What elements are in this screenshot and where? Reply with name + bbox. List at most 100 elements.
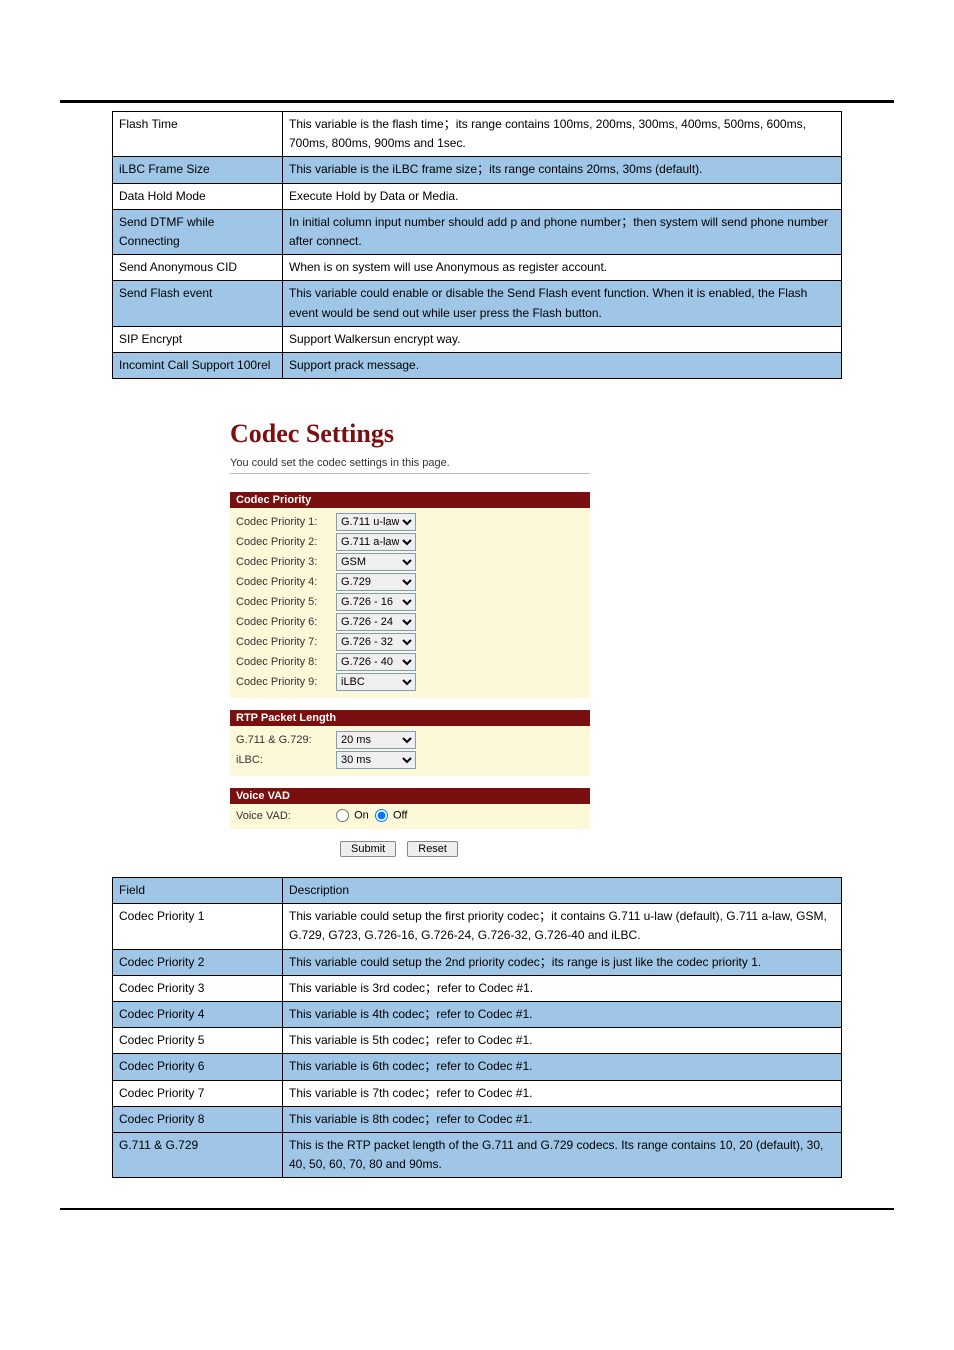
table-cell-label: Codec Priority 7 [113, 1080, 283, 1106]
table-cell-desc: This variable could setup the 2nd priori… [283, 949, 842, 975]
table-cell-label: Flash Time [113, 112, 283, 157]
top-rule [60, 100, 894, 103]
table-cell-label: Codec Priority 6 [113, 1054, 283, 1080]
rtp-row: G.711 & G.729:20 ms [236, 730, 584, 750]
table-row: Codec Priority 7This variable is 7th cod… [113, 1080, 842, 1106]
codec-priority-row: Codec Priority 5:G.726 - 16 [236, 592, 584, 612]
table-row: Data Hold ModeExecute Hold by Data or Me… [113, 183, 842, 209]
table-cell-desc: This is the RTP packet length of the G.7… [283, 1132, 842, 1177]
table-row: iLBC Frame SizeThis variable is the iLBC… [113, 157, 842, 183]
codec-priority-row: Codec Priority 6:G.726 - 24 [236, 612, 584, 632]
codec-priority-label: Codec Priority 7: [236, 636, 336, 648]
codec-settings-heading: Codec Settings [230, 419, 894, 449]
codec-priority-label: Codec Priority 4: [236, 576, 336, 588]
table-row: Codec Priority 8This variable is 8th cod… [113, 1106, 842, 1132]
codec-priority-label: Codec Priority 3: [236, 556, 336, 568]
table-cell-desc: This variable is the iLBC frame size；its… [283, 157, 842, 183]
codec-priority-panel: Codec Priority Codec Priority 1:G.711 u-… [230, 492, 590, 698]
footer-rule [60, 1208, 894, 1210]
codec-priority-label: Codec Priority 2: [236, 536, 336, 548]
codec-priority-select[interactable]: G.726 - 16 [336, 593, 416, 611]
table-row: Send DTMF while ConnectingIn initial col… [113, 209, 842, 254]
reset-button[interactable]: Reset [407, 841, 458, 857]
table-cell-desc: This variable is the flash time；its rang… [283, 112, 842, 157]
table-cell-label: Codec Priority 4 [113, 1002, 283, 1028]
codec-priority-label: Codec Priority 1: [236, 516, 336, 528]
vad-off-option[interactable]: Off [375, 809, 408, 822]
table-header-cell: Field [113, 878, 283, 904]
table-row: Flash TimeThis variable is the flash tim… [113, 112, 842, 157]
rtp-panel: RTP Packet Length G.711 & G.729:20 msiLB… [230, 710, 590, 776]
rtp-header: RTP Packet Length [230, 710, 590, 726]
codec-priority-label: Codec Priority 6: [236, 616, 336, 628]
table-cell-desc: This variable is 5th codec；refer to Code… [283, 1028, 842, 1054]
table-cell-label: Send Flash event [113, 281, 283, 326]
vad-header: Voice VAD [230, 788, 590, 804]
codec-priority-select[interactable]: iLBC [336, 673, 416, 691]
codec-settings-subtitle: You could set the codec settings in this… [230, 457, 894, 469]
table-row: Send Flash eventThis variable could enab… [113, 281, 842, 326]
table-row: Codec Priority 1This variable could setu… [113, 904, 842, 949]
table-cell-desc: Support Walkersun encrypt way. [283, 326, 842, 352]
table-cell-label: Codec Priority 3 [113, 975, 283, 1001]
table-cell-desc: Support prack message. [283, 352, 842, 378]
table-cell-label: Incomint Call Support 100rel [113, 352, 283, 378]
table-cell-desc: This variable is 3rd codec；refer to Code… [283, 975, 842, 1001]
table-cell-desc: This variable is 4th codec；refer to Code… [283, 1002, 842, 1028]
table-cell-desc: Execute Hold by Data or Media. [283, 183, 842, 209]
submit-button[interactable]: Submit [340, 841, 396, 857]
codec-priority-select[interactable]: G.726 - 24 [336, 613, 416, 631]
codec-priority-row: Codec Priority 4:G.729 [236, 572, 584, 592]
codec-priority-row: Codec Priority 8:G.726 - 40 [236, 652, 584, 672]
codec-priority-select[interactable]: G.726 - 32 [336, 633, 416, 651]
vad-panel: Voice VAD Voice VAD: On Off [230, 788, 590, 829]
codec-priority-row: Codec Priority 9:iLBC [236, 672, 584, 692]
table-cell-label: Send Anonymous CID [113, 255, 283, 281]
table-cell-desc: This variable is 8th codec；refer to Code… [283, 1106, 842, 1132]
table-cell-desc: This variable could enable or disable th… [283, 281, 842, 326]
vad-label: Voice VAD: [236, 810, 336, 822]
table-cell-label: Codec Priority 8 [113, 1106, 283, 1132]
codec-priority-select[interactable]: G.729 [336, 573, 416, 591]
codec-priority-label: Codec Priority 8: [236, 656, 336, 668]
codec-priority-label: Codec Priority 5: [236, 596, 336, 608]
table-cell-label: SIP Encrypt [113, 326, 283, 352]
rtp-row: iLBC:30 ms [236, 750, 584, 770]
codec-priority-row: Codec Priority 3:GSM [236, 552, 584, 572]
table-row: Codec Priority 2This variable could setu… [113, 949, 842, 975]
table-row: Send Anonymous CIDWhen is on system will… [113, 255, 842, 281]
table-cell-desc: In initial column input number should ad… [283, 209, 842, 254]
table-cell-label: iLBC Frame Size [113, 157, 283, 183]
codec-priority-select[interactable]: G.726 - 40 [336, 653, 416, 671]
table-header-row: FieldDescription [113, 878, 842, 904]
codec-priority-select[interactable]: G.711 a-law [336, 533, 416, 551]
rtp-select[interactable]: 20 ms [336, 731, 416, 749]
table-cell-desc: This variable is 7th codec；refer to Code… [283, 1080, 842, 1106]
table-cell-desc: When is on system will use Anonymous as … [283, 255, 842, 281]
table-cell-label: Codec Priority 2 [113, 949, 283, 975]
codec-priority-label: Codec Priority 9: [236, 676, 336, 688]
table-row: G.711 & G.729This is the RTP packet leng… [113, 1132, 842, 1177]
codec-priority-row: Codec Priority 2:G.711 a-law [236, 532, 584, 552]
table-cell-desc: This variable could setup the first prio… [283, 904, 842, 949]
table-header-cell: Description [283, 878, 842, 904]
vad-on-option[interactable]: On [336, 809, 369, 822]
rtp-select[interactable]: 30 ms [336, 751, 416, 769]
codec-priority-row: Codec Priority 1:G.711 u-law [236, 512, 584, 532]
table-row: Incomint Call Support 100relSupport prac… [113, 352, 842, 378]
description-table-2: FieldDescriptionCodec Priority 1This var… [112, 877, 842, 1178]
codec-priority-row: Codec Priority 7:G.726 - 32 [236, 632, 584, 652]
table-cell-label: Send DTMF while Connecting [113, 209, 283, 254]
rtp-label: G.711 & G.729: [236, 734, 336, 746]
codec-priority-header: Codec Priority [230, 492, 590, 508]
codec-priority-select[interactable]: GSM [336, 553, 416, 571]
codec-priority-select[interactable]: G.711 u-law [336, 513, 416, 531]
table-row: Codec Priority 3This variable is 3rd cod… [113, 975, 842, 1001]
table-cell-label: Codec Priority 5 [113, 1028, 283, 1054]
table-row: Codec Priority 6This variable is 6th cod… [113, 1054, 842, 1080]
table-row: Codec Priority 5This variable is 5th cod… [113, 1028, 842, 1054]
description-table-1: Flash TimeThis variable is the flash tim… [112, 111, 842, 379]
rtp-label: iLBC: [236, 754, 336, 766]
codec-settings-rule [230, 473, 590, 474]
table-row: SIP EncryptSupport Walkersun encrypt way… [113, 326, 842, 352]
